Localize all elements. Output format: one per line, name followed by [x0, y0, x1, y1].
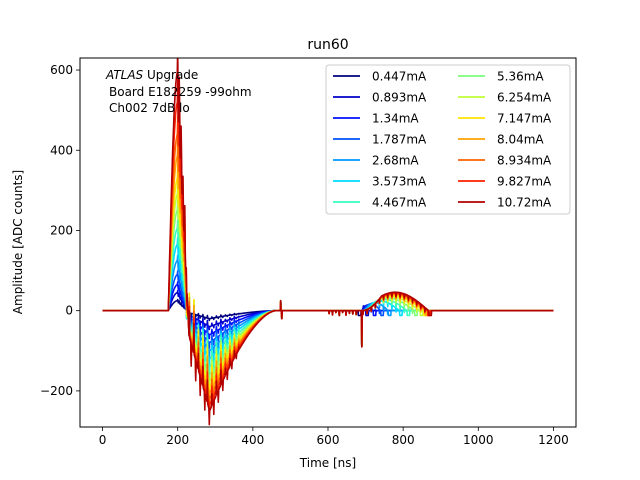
x-tick-label: 200 — [166, 433, 189, 447]
annotation-line-2: Board E182259 -99ohm — [109, 85, 252, 99]
x-tick-label: 600 — [317, 433, 340, 447]
legend-label: 4.467mA — [372, 196, 427, 210]
legend-label: 1.787mA — [372, 133, 427, 147]
legend-label: 1.34mA — [372, 112, 419, 126]
legend-label: 7.147mA — [497, 112, 552, 126]
legend-label: 8.04mA — [497, 133, 544, 147]
y-tick-label: 200 — [50, 223, 73, 237]
x-tick-label: 400 — [241, 433, 264, 447]
legend-label: 6.254mA — [497, 91, 552, 105]
legend-label: 3.573mA — [372, 175, 427, 189]
y-axis-label: Amplitude [ADC counts] — [11, 170, 25, 314]
legend-frame — [325, 64, 571, 215]
y-axis: −200 0 200 400 600 — [40, 63, 80, 398]
x-tick-label: 800 — [392, 433, 415, 447]
annotation-line-3: Ch002 7dB lo — [109, 101, 190, 115]
y-tick-label: −200 — [40, 384, 73, 398]
annotation-atlas: ATLAS — [105, 68, 144, 82]
legend: 0.447mA 0.893mA 1.34mA 1.787mA 2.68mA 3.573mA… — [325, 64, 571, 215]
y-tick-label: 400 — [50, 143, 73, 157]
x-axis: 0 200 400 600 800 1000 1200 — [99, 427, 569, 447]
x-tick-label: 0 — [99, 433, 107, 447]
chart-title: run60 — [307, 37, 348, 53]
x-tick-label: 1200 — [538, 433, 569, 447]
y-tick-label: 0 — [65, 304, 73, 318]
series-layer — [102, 58, 554, 426]
legend-label: 2.68mA — [372, 154, 419, 168]
annotation-upgrade: Upgrade — [143, 68, 198, 82]
annotation-line-1: ATLAS Upgrade — [105, 68, 198, 82]
atlas-annotation: ATLAS Upgrade Board E182259 -99ohm Ch002… — [105, 68, 252, 115]
x-tick-label: 1000 — [463, 433, 494, 447]
legend-label: 9.827mA — [497, 175, 552, 189]
series-line — [102, 58, 554, 426]
legend-label: 0.447mA — [372, 70, 427, 84]
legend-label: 10.72mA — [497, 196, 552, 210]
x-axis-label: Time [ns] — [299, 456, 356, 470]
legend-label: 5.36mA — [497, 70, 544, 84]
legend-label: 0.893mA — [372, 91, 427, 105]
y-tick-label: 600 — [50, 63, 73, 77]
legend-label: 8.934mA — [497, 154, 552, 168]
